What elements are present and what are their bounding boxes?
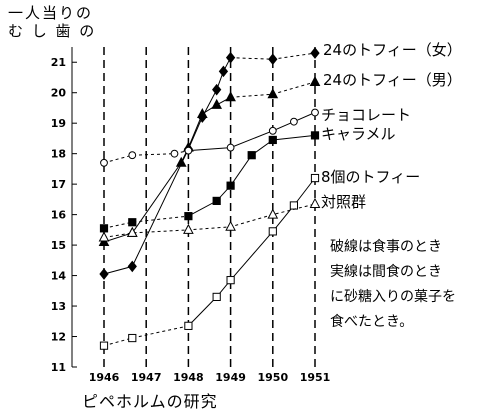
triangle-marker <box>196 107 208 119</box>
circle-marker <box>184 146 193 155</box>
annotation-line-2: 実線は間食のとき <box>330 264 442 280</box>
triangle-marker <box>309 75 321 87</box>
square-marker <box>212 292 221 302</box>
diamond-marker <box>212 83 222 96</box>
square-marker <box>99 341 109 350</box>
annotation-line-3: に砂糖入りの菓子を <box>330 289 456 305</box>
circle-marker <box>170 149 179 158</box>
series-line <box>188 134 316 217</box>
square-marker <box>99 224 109 233</box>
series-line <box>103 150 189 164</box>
y-tick-label: 15 <box>51 239 66 252</box>
square-marker <box>184 321 193 330</box>
circle-marker <box>226 143 235 152</box>
x-tick-label: 1951 <box>300 371 331 384</box>
y-tick-label: 13 <box>51 300 66 313</box>
y-tick-label: 21 <box>51 56 66 69</box>
square-marker <box>128 333 137 343</box>
x-tick-label: 1948 <box>173 371 204 384</box>
square-marker <box>226 181 235 190</box>
x-axis-label: ピペホルムの研究 <box>82 392 218 411</box>
circle-marker <box>128 151 137 160</box>
y-tick-label: 14 <box>51 270 67 283</box>
diamond-marker <box>218 65 229 78</box>
y-axis-label: 一人当りの む し 歯 の <box>8 4 96 40</box>
triangle-marker <box>98 231 110 242</box>
diamond-marker <box>99 268 109 280</box>
y-tick-label: 16 <box>51 209 67 222</box>
circle-marker <box>290 117 298 126</box>
square-marker <box>226 276 235 285</box>
diamond-marker <box>225 51 236 64</box>
diamond-marker <box>310 47 320 59</box>
x-tick-label: 1947 <box>131 371 162 384</box>
series-label: 対照群 <box>321 193 366 211</box>
square-marker <box>212 196 221 206</box>
triangle-marker <box>211 98 223 109</box>
diamond-marker <box>268 53 278 65</box>
triangle-marker <box>183 223 194 234</box>
triangle-marker <box>267 208 279 219</box>
y-tick-label: 17 <box>51 178 66 191</box>
square-marker <box>310 173 320 183</box>
y-tick-label: 18 <box>51 148 66 161</box>
triangle-marker <box>267 88 279 99</box>
y-tick-label: 11 <box>51 361 66 374</box>
y-axis-label-line-2: む し 歯 の <box>8 22 97 40</box>
diamond-marker <box>127 260 137 273</box>
square-marker <box>247 151 256 160</box>
y-tick-label: 19 <box>51 117 66 130</box>
triangle-marker <box>225 91 236 102</box>
annotation-line-4: 食べたとき。 <box>330 314 414 330</box>
series-label: 24のトフィー（男） <box>323 71 462 89</box>
chart-annotation: 破線は食事のとき 実線は間食のとき に砂糖入りの菓子を 食べたとき。 <box>330 235 456 335</box>
series-line <box>188 177 316 327</box>
circle-marker <box>268 126 277 135</box>
triangle-marker <box>175 156 187 167</box>
y-tick-label: 12 <box>51 331 66 344</box>
series-line <box>103 96 231 243</box>
series-label: 8個のトフィー <box>321 168 420 186</box>
series-line <box>188 112 316 152</box>
triangle-marker <box>225 220 236 231</box>
triangle-marker <box>126 226 138 237</box>
y-tick-label: 20 <box>51 87 67 100</box>
series-label: 24のトフィー（女） <box>323 41 462 59</box>
triangle-marker <box>309 197 321 208</box>
square-marker <box>268 227 277 236</box>
x-tick-label: 1949 <box>215 371 246 384</box>
y-axis-label-line-1: 一人当りの <box>8 4 94 22</box>
square-marker <box>310 131 320 140</box>
square-marker <box>128 218 137 227</box>
series-label: キャラメル <box>321 125 396 143</box>
circle-marker <box>311 108 319 117</box>
square-marker <box>289 201 298 210</box>
series-line <box>103 325 189 347</box>
square-marker <box>184 212 193 221</box>
square-marker <box>268 135 277 145</box>
series-label: チョコレート <box>321 106 411 124</box>
annotation-line-1: 破線は食事のとき <box>330 239 442 255</box>
x-tick-label: 1946 <box>89 371 120 384</box>
series-line <box>103 57 232 275</box>
x-tick-label: 1950 <box>257 371 288 384</box>
series-line <box>103 215 189 229</box>
circle-marker <box>100 158 108 167</box>
